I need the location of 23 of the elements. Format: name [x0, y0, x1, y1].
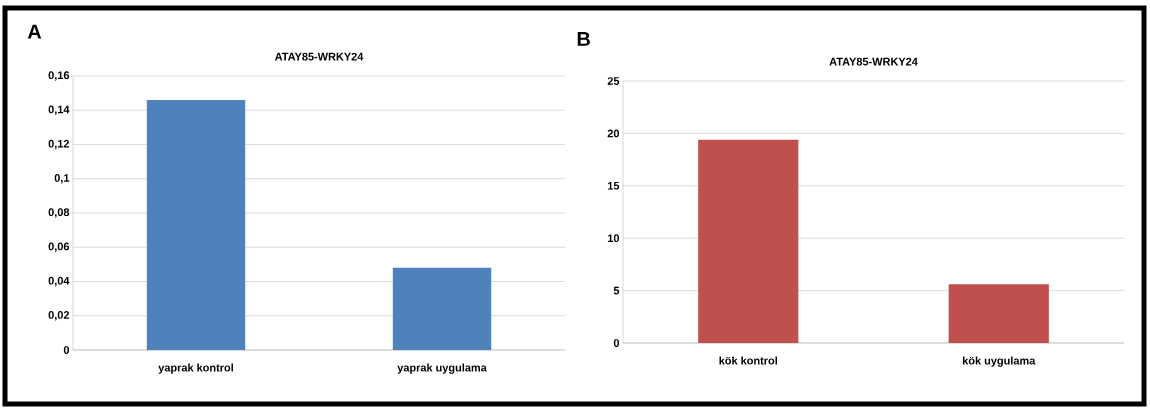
y-tick-label: 0,02: [48, 311, 70, 321]
y-tick-label: 0,14: [48, 105, 70, 115]
y-tick-label: 0,12: [48, 139, 70, 150]
x-tick-label: kök uygulama: [962, 356, 1036, 367]
y-tick-label: 0,06: [48, 242, 70, 252]
x-tick-label: yaprak uygulama: [397, 363, 487, 374]
chart-title: ATAY85-WRKY24: [829, 57, 918, 66]
chart-title: ATAY85-WRKY24: [274, 52, 364, 61]
y-tick-label: 0: [613, 339, 620, 347]
text: B: [577, 32, 590, 46]
y-tick-label: 0,04: [48, 276, 70, 287]
y-tick-label: 25: [607, 77, 620, 85]
text: A: [27, 24, 42, 39]
y-tick-label: 0,08: [48, 208, 70, 218]
y-tick-label: 5: [613, 286, 620, 295]
y-tick-label: 15: [607, 181, 620, 190]
y-tick-label: 10: [607, 234, 620, 243]
y-tick-label: 0,16: [48, 71, 70, 81]
x-tick-label: yaprak kontrol: [158, 363, 233, 374]
y-tick-label: 0: [63, 346, 70, 354]
y-tick-label: 0,1: [54, 174, 70, 184]
y-tick-label: 20: [607, 129, 620, 138]
x-tick-label: kök kontrol: [719, 356, 778, 365]
